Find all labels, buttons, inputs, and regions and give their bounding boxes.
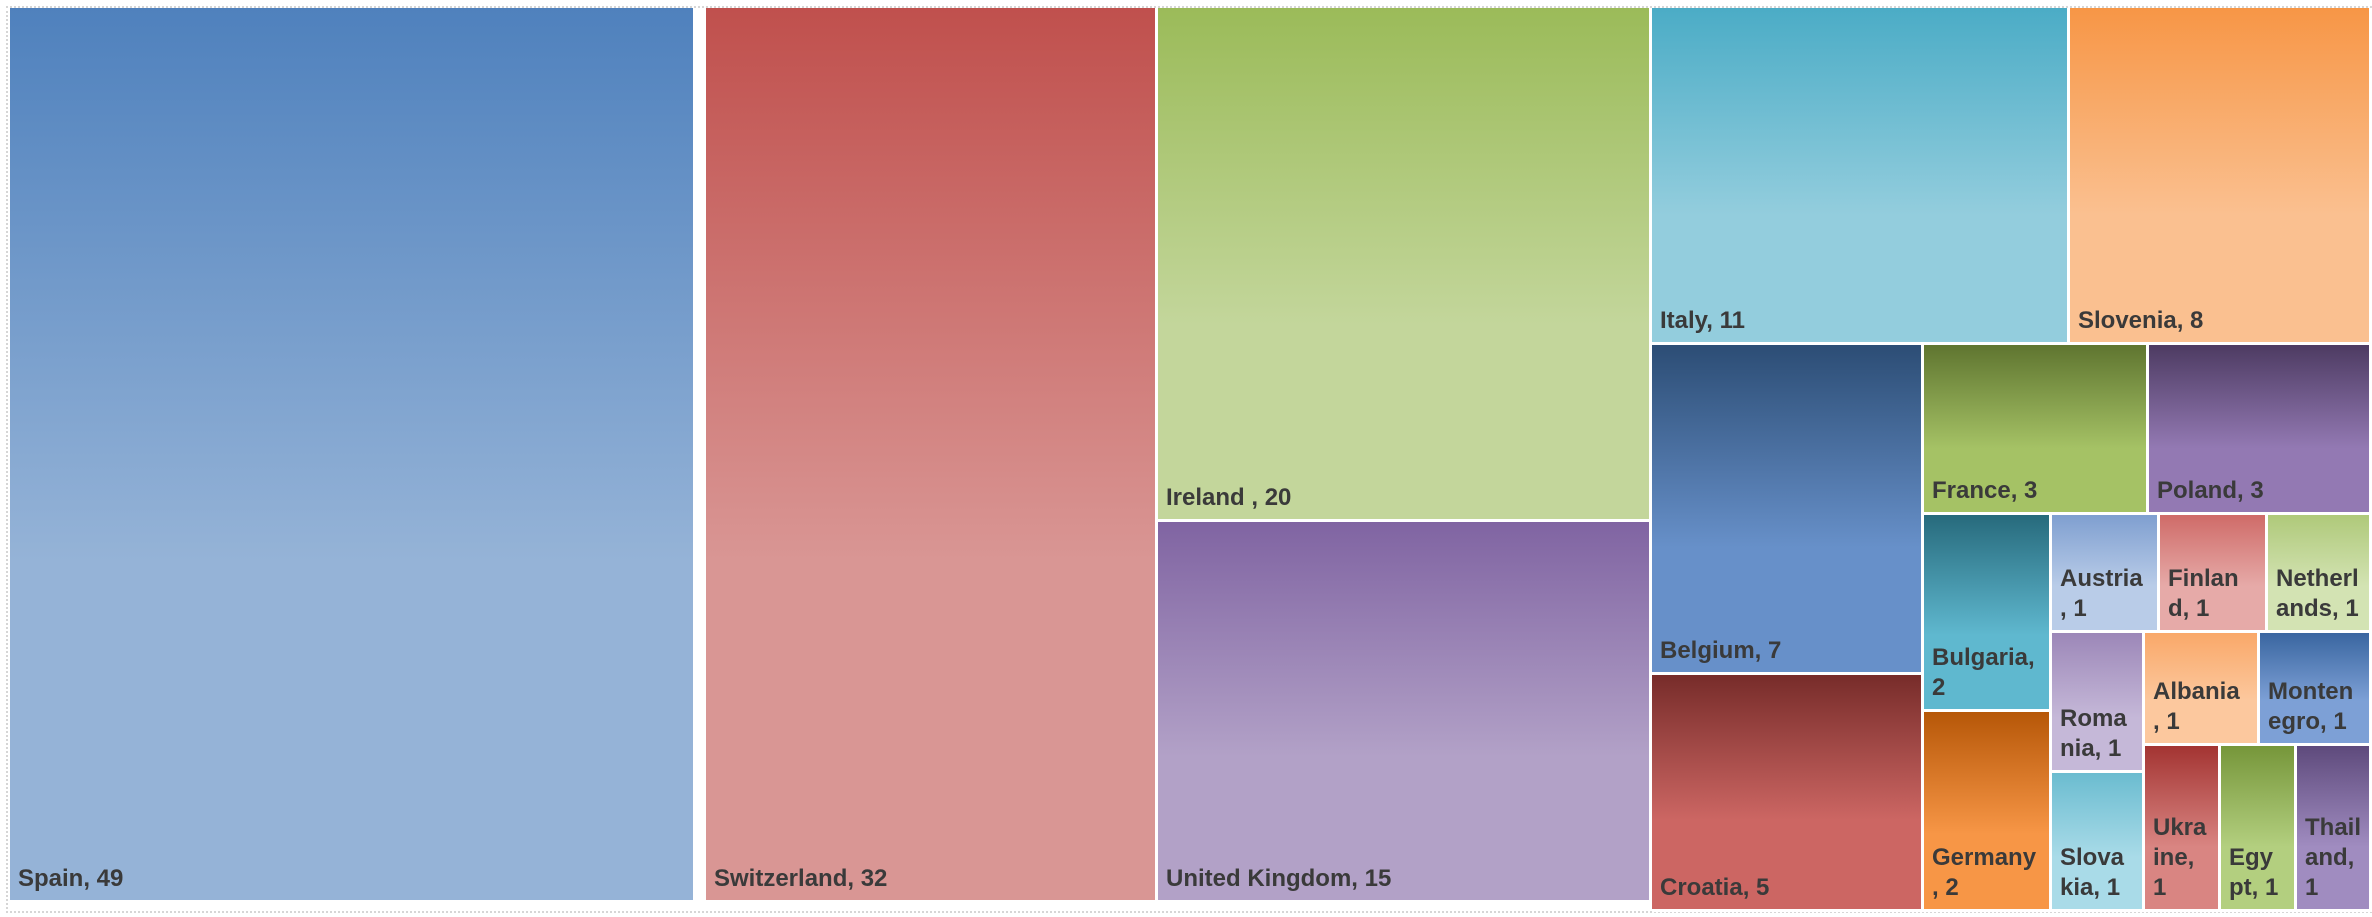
tile-albania: Albania , 1 [2145, 633, 2260, 746]
tile-label-ireland: Ireland , 20 [1166, 484, 1292, 511]
tile-label-germany: Germany , 2 [1932, 844, 2037, 901]
tile-label-thailand: Thail and, 1 [2305, 814, 2362, 901]
tile-label-montenegro: Monten egro, 1 [2268, 678, 2354, 735]
tile-label-poland: Poland, 3 [2157, 477, 2264, 504]
tile-label-france: France, 3 [1932, 477, 2038, 504]
tile-label-belgium: Belgium, 7 [1660, 637, 1782, 664]
tile-switzerland: Switzerland, 32 [706, 8, 1158, 903]
tile-label-united-kingdom: United Kingdom, 15 [1166, 865, 1392, 892]
tile-bulgaria: Bulgaria, 2 [1924, 515, 2052, 712]
tile-germany: Germany , 2 [1924, 712, 2052, 912]
tile-poland: Poland, 3 [2149, 345, 2372, 515]
tile-label-romania: Roma nia, 1 [2060, 705, 2127, 762]
tile-label-egypt: Egy pt, 1 [2229, 844, 2279, 901]
tile-spain: Spain, 49 [10, 8, 696, 903]
tile-netherlands: Netherl ands, 1 [2268, 515, 2372, 633]
tile-label-spain: Spain, 49 [18, 865, 124, 892]
tile-label-finland: Finlan d, 1 [2168, 565, 2239, 622]
tile-egypt: Egy pt, 1 [2221, 746, 2297, 912]
tile-label-croatia: Croatia, 5 [1660, 874, 1770, 901]
tile-belgium: Belgium, 7 [1652, 345, 1924, 675]
tile-label-ukraine: Ukra ine, 1 [2153, 814, 2207, 901]
tile-montenegro: Monten egro, 1 [2260, 633, 2372, 746]
tile-finland: Finlan d, 1 [2160, 515, 2268, 633]
tile-thailand: Thail and, 1 [2297, 746, 2372, 912]
tile-romania: Roma nia, 1 [2052, 633, 2145, 773]
tile-slovakia: Slova kia, 1 [2052, 773, 2145, 912]
tile-france: France, 3 [1924, 345, 2149, 515]
tile-slovenia: Slovenia, 8 [2070, 8, 2372, 345]
tile-austria: Austria , 1 [2052, 515, 2160, 633]
tile-croatia: Croatia, 5 [1652, 675, 1924, 912]
tile-label-italy: Italy, 11 [1660, 307, 1745, 334]
tile-label-austria: Austria , 1 [2060, 565, 2143, 622]
tile-italy: Italy, 11 [1652, 8, 2070, 345]
tile-ireland: Ireland , 20 [1158, 8, 1652, 522]
tile-label-slovakia: Slova kia, 1 [2060, 844, 2125, 901]
tile-label-bulgaria: Bulgaria, 2 [1932, 644, 2035, 701]
tile-label-albania: Albania , 1 [2153, 678, 2240, 735]
tile-label-switzerland: Switzerland, 32 [714, 865, 888, 892]
tile-label-netherlands: Netherl ands, 1 [2276, 565, 2359, 622]
tile-label-slovenia: Slovenia, 8 [2078, 307, 2204, 334]
tile-united-kingdom: United Kingdom, 15 [1158, 522, 1652, 903]
tile-ukraine: Ukra ine, 1 [2145, 746, 2221, 912]
